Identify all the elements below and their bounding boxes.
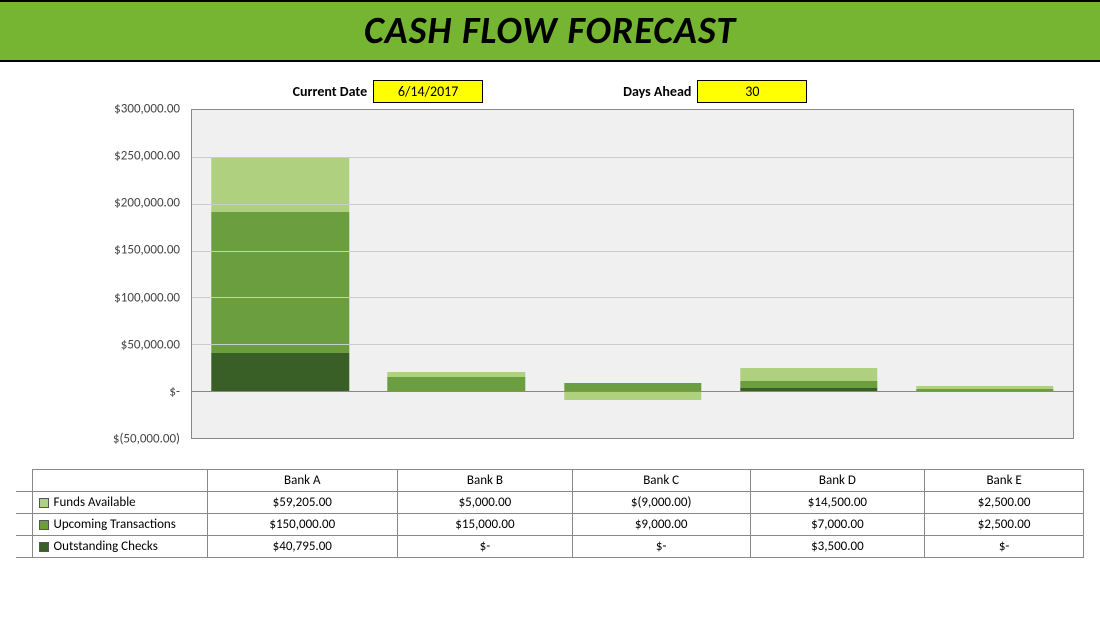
data-cell: $(9,000.00) xyxy=(572,492,750,514)
bar-segment xyxy=(740,381,877,388)
table-column-header: Bank E xyxy=(925,470,1084,492)
chart-area: $(50,000.00) $- $50,000.00 $100,000.00 $150,… xyxy=(16,109,1084,469)
grid-line xyxy=(192,297,1073,298)
legend-swatch xyxy=(39,520,49,530)
current-date-pair: Current Date 6/14/2017 xyxy=(293,80,484,103)
legend-swatch xyxy=(39,498,49,508)
y-axis-label: $100,000.00 xyxy=(16,290,186,305)
grid-line xyxy=(192,157,1073,158)
bar-stack xyxy=(740,110,877,438)
table-column-header: Bank C xyxy=(572,470,750,492)
bar-segment xyxy=(916,386,1053,388)
bar-column xyxy=(192,110,368,438)
data-cell: $59,205.00 xyxy=(207,492,398,514)
series-name: Funds Available xyxy=(54,495,136,510)
data-cell: $14,500.00 xyxy=(750,492,925,514)
legend-swatch-cell xyxy=(16,536,32,558)
bar-segment xyxy=(740,368,877,382)
data-cell: $9,000.00 xyxy=(572,514,750,536)
chart-container: $(50,000.00) $- $50,000.00 $100,000.00 $150,… xyxy=(16,109,1084,469)
grid-line xyxy=(192,344,1073,345)
bar-column xyxy=(368,110,544,438)
grid-line xyxy=(192,204,1073,205)
table-row: Outstanding Checks$40,795.00$-$-$3,500.0… xyxy=(16,536,1084,558)
data-cell: $3,500.00 xyxy=(750,536,925,558)
legend-swatch xyxy=(39,542,49,552)
bar-segment xyxy=(211,212,348,353)
data-table: Bank ABank BBank CBank DBank E Funds Ava… xyxy=(16,469,1084,558)
table-header-row: Bank ABank BBank CBank DBank E xyxy=(16,470,1084,492)
y-axis-label: $- xyxy=(16,384,186,399)
bar-stack xyxy=(388,110,525,438)
bars-container xyxy=(192,110,1073,438)
bar-column xyxy=(544,110,720,438)
bar-segment xyxy=(388,377,525,391)
inputs-row: Current Date 6/14/2017 Days Ahead 30 xyxy=(0,80,1100,103)
bar-stack xyxy=(211,110,348,438)
y-axis-label: $250,000.00 xyxy=(16,149,186,164)
bar-stack xyxy=(916,110,1053,438)
table-corner-2 xyxy=(32,470,207,492)
data-cell: $- xyxy=(572,536,750,558)
page-title: CASH FLOW FORECAST xyxy=(0,8,1100,54)
data-cell: $40,795.00 xyxy=(207,536,398,558)
series-row-header: Upcoming Transactions xyxy=(32,514,207,536)
table-row: Upcoming Transactions $150,000.00$15,000.… xyxy=(16,514,1084,536)
data-cell: $2,500.00 xyxy=(925,492,1084,514)
days-ahead-pair: Days Ahead 30 xyxy=(623,80,807,103)
data-cell: $7,000.00 xyxy=(750,514,925,536)
grid-line xyxy=(192,251,1073,252)
series-row-header: Outstanding Checks xyxy=(32,536,207,558)
table-row: Funds Available $59,205.00$5,000.00$(9,00… xyxy=(16,492,1084,514)
data-cell: $5,000.00 xyxy=(398,492,573,514)
y-axis-label: $150,000.00 xyxy=(16,243,186,258)
bar-stack xyxy=(564,110,701,438)
series-name: Outstanding Checks xyxy=(54,539,158,554)
table-column-header: Bank B xyxy=(398,470,573,492)
bar-segment xyxy=(564,391,701,399)
current-date-input[interactable]: 6/14/2017 xyxy=(373,80,483,103)
series-name: Upcoming Transactions xyxy=(54,517,176,532)
y-axis-label: $(50,000.00) xyxy=(16,432,186,447)
y-axis-label: $50,000.00 xyxy=(16,337,186,352)
table-column-header: Bank D xyxy=(750,470,925,492)
data-cell: $- xyxy=(398,536,573,558)
data-cell: $150,000.00 xyxy=(207,514,398,536)
table-column-header: Bank A xyxy=(207,470,398,492)
title-bar: CASH FLOW FORECAST xyxy=(0,0,1100,62)
bar-segment xyxy=(564,383,701,391)
y-axis-label: $300,000.00 xyxy=(16,102,186,117)
bar-column xyxy=(721,110,897,438)
bar-segment xyxy=(211,353,348,391)
data-cell: $2,500.00 xyxy=(925,514,1084,536)
table-corner xyxy=(16,470,32,492)
y-axis-label: $200,000.00 xyxy=(16,196,186,211)
bar-column xyxy=(897,110,1073,438)
legend-swatch-cell xyxy=(16,514,32,536)
bar-segment xyxy=(388,372,525,377)
current-date-label: Current Date xyxy=(293,83,368,100)
legend-swatch-cell xyxy=(16,492,32,514)
days-ahead-label: Days Ahead xyxy=(623,83,691,100)
plot-area xyxy=(191,109,1074,439)
data-cell: $15,000.00 xyxy=(398,514,573,536)
series-row-header: Funds Available xyxy=(32,492,207,514)
zero-line xyxy=(192,391,1073,392)
days-ahead-input[interactable]: 30 xyxy=(697,80,807,103)
data-cell: $- xyxy=(925,536,1084,558)
